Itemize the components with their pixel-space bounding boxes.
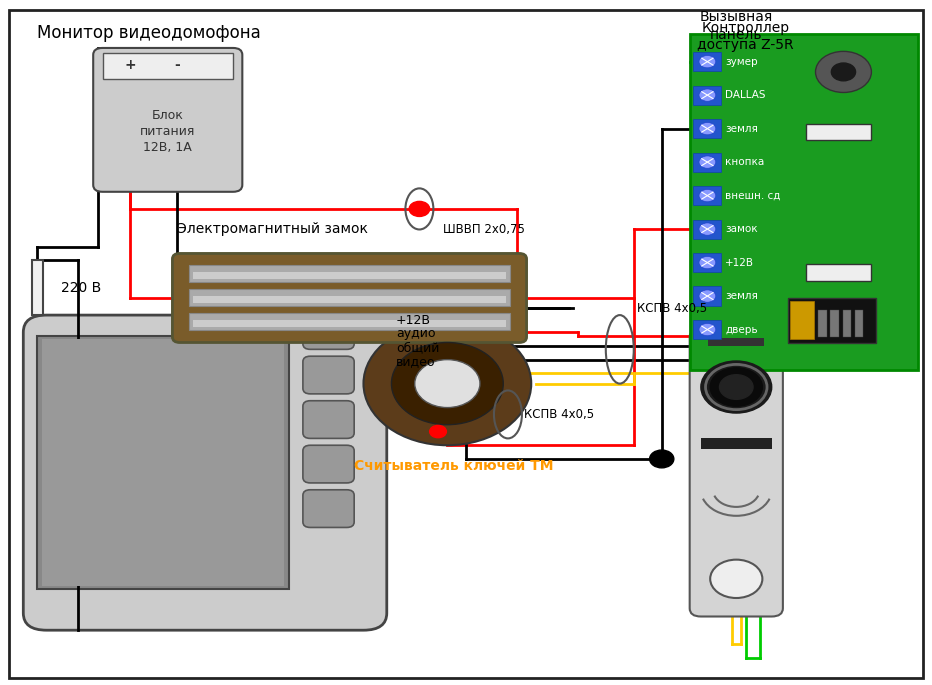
Bar: [693, 286, 721, 306]
Circle shape: [699, 55, 716, 68]
Text: Электромагнитный замок: Электромагнитный замок: [177, 223, 368, 236]
Text: КСПВ 4х0,5: КСПВ 4х0,5: [524, 408, 594, 421]
Circle shape: [699, 89, 716, 101]
FancyBboxPatch shape: [303, 356, 354, 394]
FancyBboxPatch shape: [303, 312, 354, 349]
Bar: [32, 260, 43, 315]
Text: аудио: аудио: [396, 327, 435, 340]
Circle shape: [699, 123, 716, 135]
Text: дверь: дверь: [725, 325, 758, 334]
Text: зумер: зумер: [725, 57, 758, 66]
Bar: [103, 53, 233, 79]
Bar: [189, 289, 510, 306]
Bar: [693, 52, 721, 71]
Text: +12В: +12В: [725, 258, 754, 268]
Circle shape: [650, 450, 674, 468]
Bar: [193, 320, 506, 327]
Circle shape: [415, 360, 480, 408]
Bar: [830, 310, 839, 337]
Bar: [189, 313, 510, 330]
FancyBboxPatch shape: [303, 445, 354, 483]
Bar: [790, 301, 814, 339]
FancyBboxPatch shape: [172, 253, 527, 342]
Text: КСПВ 4х0,5: КСПВ 4х0,5: [637, 302, 706, 315]
Circle shape: [699, 223, 716, 235]
Circle shape: [699, 323, 716, 336]
Text: земля: земля: [725, 291, 758, 301]
Bar: [693, 186, 721, 206]
Circle shape: [710, 368, 762, 406]
Circle shape: [409, 201, 430, 216]
Bar: [189, 265, 510, 282]
Bar: [843, 310, 851, 337]
Text: Контроллер
доступа Z-5R: Контроллер доступа Z-5R: [697, 21, 794, 52]
Bar: [693, 253, 721, 272]
Text: ШВВП 2х0,75: ШВВП 2х0,75: [443, 223, 525, 236]
Bar: [693, 219, 721, 238]
Circle shape: [699, 190, 716, 202]
Text: замок: замок: [725, 224, 758, 234]
Text: внешн. сд: внешн. сд: [725, 190, 780, 201]
Circle shape: [710, 560, 762, 598]
Text: -: -: [174, 58, 180, 72]
Text: Монитор видеодомофона: Монитор видеодомофона: [37, 24, 261, 42]
FancyBboxPatch shape: [690, 329, 783, 616]
Bar: [693, 86, 721, 105]
FancyBboxPatch shape: [23, 315, 387, 630]
Circle shape: [701, 361, 772, 413]
Circle shape: [816, 51, 871, 92]
FancyBboxPatch shape: [303, 490, 354, 527]
Text: кнопка: кнопка: [725, 157, 764, 167]
Bar: [42, 339, 284, 586]
Bar: [708, 338, 764, 346]
Text: Вызывная
панель: Вызывная панель: [700, 10, 773, 42]
Circle shape: [699, 156, 716, 169]
Text: общий: общий: [396, 341, 440, 354]
Bar: [690, 34, 918, 370]
Circle shape: [430, 425, 446, 438]
FancyBboxPatch shape: [93, 48, 242, 192]
Circle shape: [831, 63, 856, 81]
Bar: [37, 336, 289, 589]
Circle shape: [699, 256, 716, 269]
Bar: [693, 320, 721, 339]
Bar: [693, 153, 721, 172]
Text: Блок
питания
12В, 1А: Блок питания 12В, 1А: [140, 109, 196, 154]
Circle shape: [699, 290, 716, 302]
Bar: [693, 119, 721, 138]
Bar: [806, 124, 871, 140]
Text: земля: земля: [725, 123, 758, 134]
Bar: [193, 272, 506, 279]
Bar: [193, 296, 506, 303]
Circle shape: [391, 342, 503, 425]
Bar: [855, 310, 863, 337]
Text: +12В: +12В: [396, 314, 432, 327]
FancyBboxPatch shape: [303, 401, 354, 438]
Text: 220 В: 220 В: [61, 281, 101, 295]
Bar: [701, 438, 772, 449]
Text: Считыватель ключей ТМ: Считыватель ключей ТМ: [354, 459, 554, 473]
Text: DALLAS: DALLAS: [725, 90, 765, 100]
Bar: [806, 264, 871, 281]
Bar: [818, 310, 827, 337]
Circle shape: [363, 322, 531, 445]
Text: +: +: [125, 58, 136, 72]
Circle shape: [720, 375, 753, 399]
Bar: [788, 298, 876, 342]
Text: видео: видео: [396, 355, 435, 368]
